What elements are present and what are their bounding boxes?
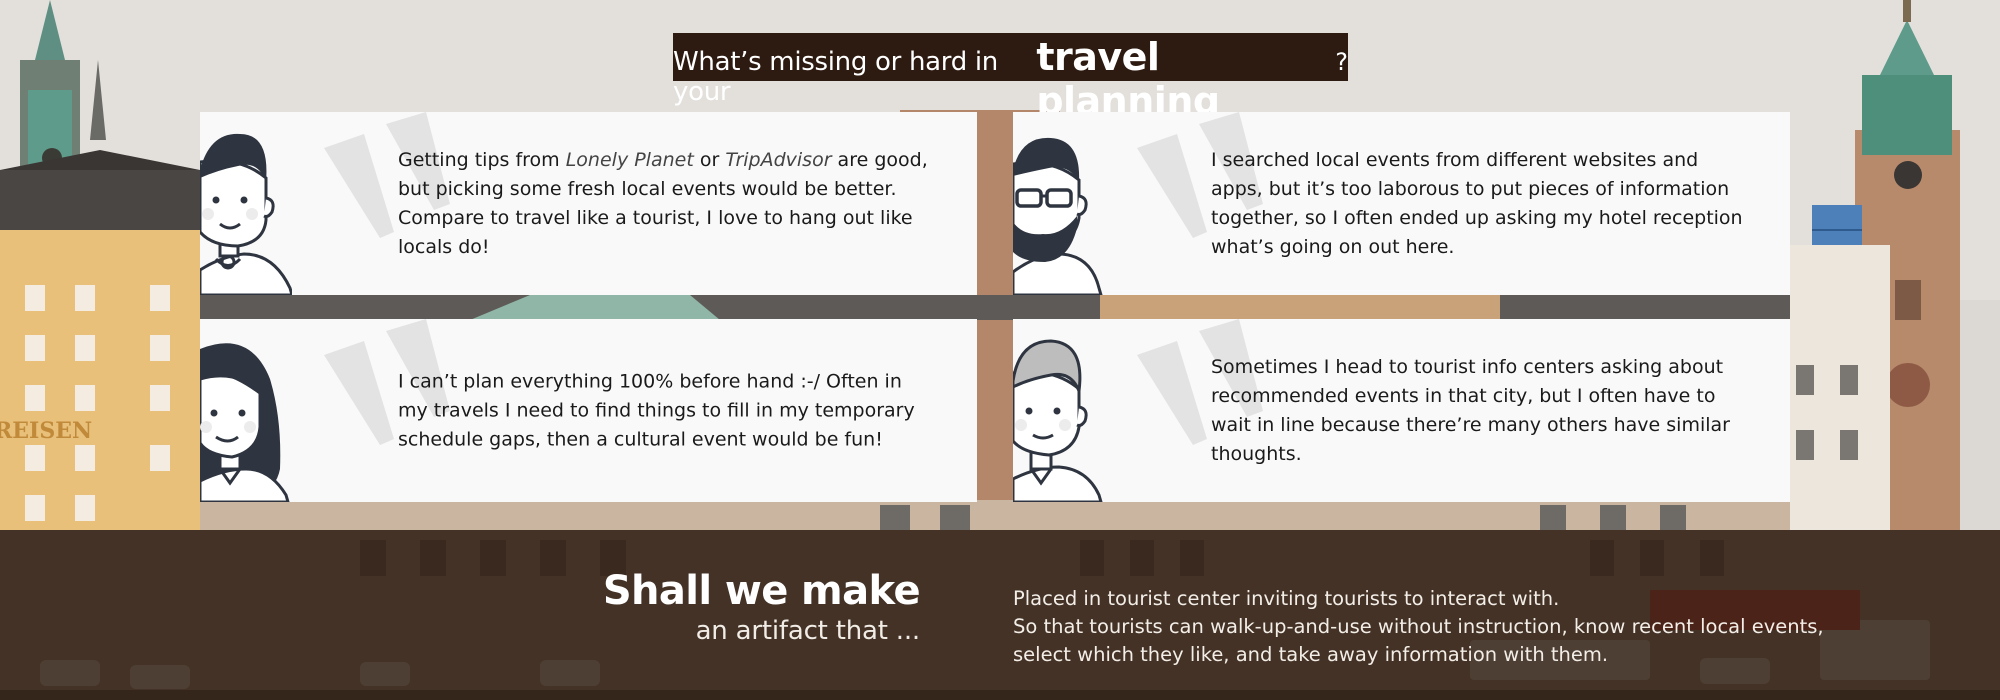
description-line: So that tourists can walk-up-and-use wit…: [1013, 615, 1824, 638]
band-title: Shall we make: [602, 568, 921, 614]
bottom-band: Shall we make an artifact that ... Place…: [0, 530, 2000, 700]
bearded-man-avatar-icon: [1013, 137, 1103, 295]
quote-card: Getting tips from Lonely Planet or TripA…: [200, 112, 977, 295]
boy-avatar-icon: [200, 133, 292, 295]
page-title: What’s missing or hard in your travel pl…: [673, 33, 1348, 123]
band-description: Placed in tourist center inviting touris…: [1013, 585, 1824, 669]
band-subtitle: an artifact that ...: [695, 616, 921, 646]
quote-card: I searched local events from different w…: [1013, 112, 1790, 295]
grey-haired-man-avatar-icon: [1013, 339, 1103, 502]
quote-mark-icon: [324, 112, 450, 238]
reisen-sign: REISEN: [0, 418, 92, 444]
band-heading: Shall we make an artifact that ...: [602, 568, 921, 646]
description-line: select which they like, and take away in…: [1013, 643, 1609, 666]
quote-text: Getting tips from Lonely Planet or TripA…: [398, 148, 928, 258]
title-prefix: What’s missing or hard in your: [673, 47, 998, 107]
quote-mark-icon: [1137, 112, 1263, 238]
description-line: Placed in tourist center inviting touris…: [1013, 587, 1560, 610]
quote-mark-icon: [324, 319, 450, 445]
title-emphasis: travel planning: [1036, 35, 1220, 123]
quote-card: Sometimes I head to tourist info centers…: [1013, 319, 1790, 502]
svg-text:REISEN: REISEN: [0, 418, 92, 444]
lonely-planet-name: Lonely Planet: [565, 148, 694, 171]
quote-text: I can’t plan everything 100% before hand…: [398, 370, 915, 450]
quote-text: Sometimes I head to tourist info centers…: [1211, 355, 1730, 465]
quote-text: I searched local events from different w…: [1211, 148, 1743, 258]
quote-card: I can’t plan everything 100% before hand…: [200, 319, 977, 502]
woman-avatar-icon: [200, 343, 290, 502]
title-suffix: ?: [1335, 48, 1348, 76]
tripadvisor-name: TripAdvisor: [725, 148, 832, 171]
quote-mark-icon: [1137, 319, 1263, 445]
